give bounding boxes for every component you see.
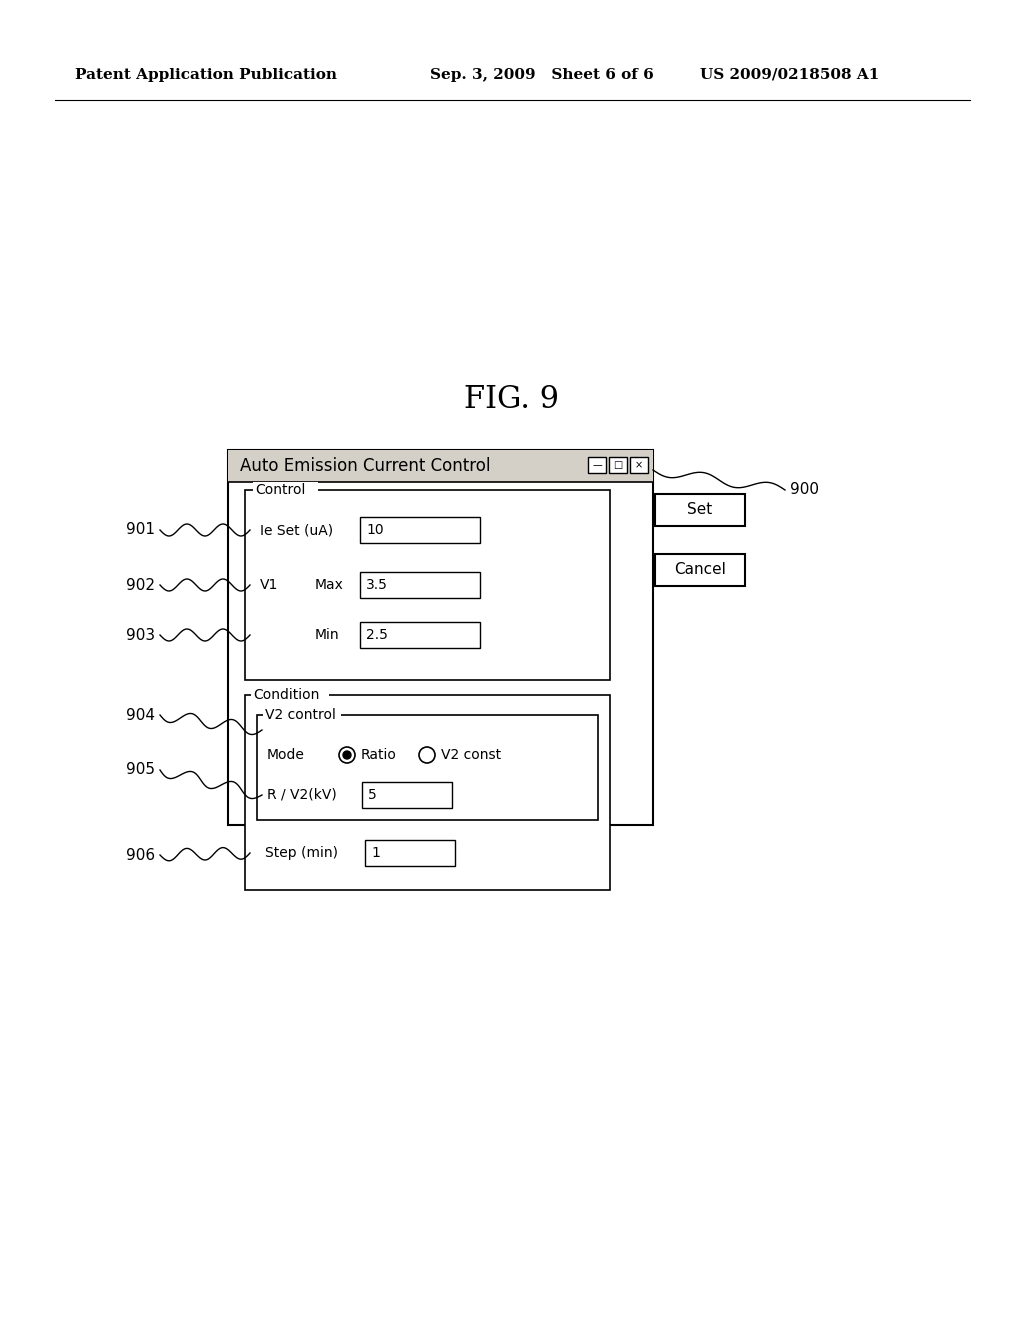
Bar	[588, 457, 606, 473]
Text: Max: Max	[315, 578, 344, 591]
Text: 903: 903	[126, 627, 155, 643]
Text: Cancel: Cancel	[674, 562, 726, 578]
Text: 901: 901	[126, 523, 155, 537]
Text: —: —	[592, 459, 602, 470]
Text: FIG. 9: FIG. 9	[465, 384, 559, 416]
Text: 10: 10	[366, 523, 384, 537]
Bar	[245, 490, 610, 680]
Bar	[263, 708, 341, 723]
Text: Control: Control	[255, 483, 305, 498]
Bar	[365, 840, 455, 866]
Bar	[360, 572, 480, 598]
Circle shape	[343, 751, 351, 759]
Text: Auto Emission Current Control: Auto Emission Current Control	[240, 457, 490, 475]
Bar	[251, 686, 329, 704]
Text: Set: Set	[687, 503, 713, 517]
Text: Mode: Mode	[267, 748, 305, 762]
Bar	[362, 781, 452, 808]
Text: Ratio: Ratio	[361, 748, 397, 762]
Text: 900: 900	[790, 483, 819, 498]
Text: 1: 1	[371, 846, 380, 861]
Text: Step (min): Step (min)	[265, 846, 338, 861]
Text: ×: ×	[635, 459, 643, 470]
Text: 5: 5	[368, 788, 377, 803]
Text: US 2009/0218508 A1: US 2009/0218508 A1	[700, 69, 880, 82]
Bar	[609, 457, 627, 473]
Bar	[228, 450, 653, 825]
Bar	[257, 715, 598, 820]
Text: R / V2(kV): R / V2(kV)	[267, 788, 337, 803]
Text: 3.5: 3.5	[366, 578, 388, 591]
Text: □: □	[613, 459, 623, 470]
Text: Sep. 3, 2009   Sheet 6 of 6: Sep. 3, 2009 Sheet 6 of 6	[430, 69, 653, 82]
Bar	[228, 450, 653, 482]
Bar	[630, 457, 648, 473]
Text: 906: 906	[126, 847, 155, 862]
Text: 904: 904	[126, 708, 155, 722]
Text: V2 control: V2 control	[265, 708, 336, 722]
Text: Ie Set (uA): Ie Set (uA)	[260, 523, 333, 537]
Bar	[245, 696, 610, 890]
Text: Min: Min	[315, 628, 340, 642]
Bar	[655, 554, 745, 586]
Text: 902: 902	[126, 578, 155, 593]
Text: V2 const: V2 const	[441, 748, 501, 762]
Circle shape	[339, 747, 355, 763]
Text: 905: 905	[126, 763, 155, 777]
Circle shape	[419, 747, 435, 763]
Text: Patent Application Publication: Patent Application Publication	[75, 69, 337, 82]
Bar	[655, 494, 745, 525]
Bar	[253, 482, 318, 498]
Text: 2.5: 2.5	[366, 628, 388, 642]
Text: Condition: Condition	[253, 688, 319, 702]
Bar	[360, 622, 480, 648]
Text: V1: V1	[260, 578, 279, 591]
Bar	[360, 517, 480, 543]
